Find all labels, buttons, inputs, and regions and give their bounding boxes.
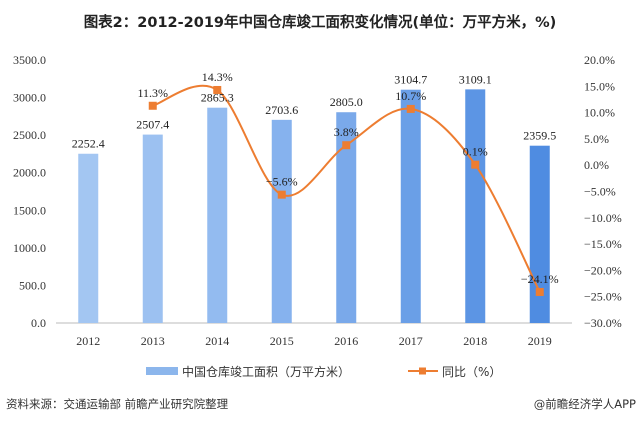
bar-2016 (336, 112, 357, 323)
bar-2014 (207, 107, 228, 323)
x-tick-label: 2013 (141, 334, 165, 348)
y-right-tick-label: 15.0% (584, 79, 615, 93)
yoy-marker-2015 (277, 190, 286, 199)
yoy-value-label: 0.1% (463, 145, 488, 159)
bar-value-label: 2703.6 (265, 103, 298, 117)
legend-bar-label: 中国仓库竣工面积（万平方米） (182, 364, 350, 379)
y-left-tick-label: 1500.0 (13, 203, 46, 217)
source-text: 资料来源：交通运输部 前瞻产业研究院整理 (6, 397, 229, 411)
yoy-marker-2018 (471, 160, 480, 169)
y-right-tick-label: 20.0% (584, 53, 615, 67)
x-tick-label: 2017 (399, 334, 423, 348)
bar-value-label: 2507.4 (136, 118, 169, 132)
bar-2013 (142, 134, 163, 323)
y-left-tick-label: 2000.0 (13, 166, 46, 180)
bar-2018 (465, 89, 486, 323)
y-right-tick-label: −25.0% (584, 290, 622, 304)
legend: 中国仓库竣工面积（万平方米） 同比（%） (146, 364, 501, 379)
yoy-value-label: 10.7% (395, 89, 426, 103)
x-tick-label: 2014 (205, 334, 229, 348)
y-left-tick-label: 3500.0 (13, 53, 46, 67)
y-left-tick-label: 500.0 (19, 278, 46, 292)
y-right-tick-label: −10.0% (584, 211, 622, 225)
y-right-tick-label: −20.0% (584, 263, 622, 277)
bar-value-label: 2805.0 (330, 95, 363, 109)
x-tick-label: 2015 (270, 334, 294, 348)
y-right-tick-label: 0.0% (584, 158, 609, 172)
yoy-value-label: 3.8% (334, 125, 359, 139)
bar-value-label: 3104.7 (394, 73, 427, 87)
y-left-tick-label: 2500.0 (13, 128, 46, 142)
bar-2017 (400, 89, 421, 323)
bar-value-label: 2359.5 (523, 129, 556, 143)
credit-text: @前瞻经济学人APP (534, 397, 636, 411)
bar-2015 (271, 119, 292, 323)
yoy-value-label: −5.6% (266, 175, 298, 189)
chart-title: 图表2：2012-2019年中国仓库竣工面积变化情况(单位：万平方米，%) (84, 13, 557, 31)
y-left-tick-label: 3000.0 (13, 91, 46, 105)
yoy-value-label: −24.1% (521, 272, 559, 286)
y-right-tick-label: 5.0% (584, 132, 609, 146)
yoy-marker-2019 (535, 287, 544, 296)
y-right-tick-label: −5.0% (584, 185, 616, 199)
bar-value-label: 2865.3 (201, 91, 234, 105)
yoy-marker-2013 (148, 101, 157, 110)
x-tick-label: 2018 (463, 334, 487, 348)
bar-value-label: 3109.1 (459, 72, 492, 86)
yoy-marker-2017 (406, 104, 415, 113)
y-right-tick-label: −30.0% (584, 316, 622, 330)
bar-2012 (78, 153, 99, 323)
legend-bar-swatch (146, 367, 178, 375)
x-tick-label: 2012 (76, 334, 100, 348)
yoy-marker-2014 (213, 85, 222, 94)
yoy-marker-2016 (342, 141, 351, 150)
y-left-tick-label: 0.0 (31, 316, 46, 330)
y-right-tick-label: −15.0% (584, 237, 622, 251)
bar-value-label: 2252.4 (72, 137, 105, 151)
yoy-value-label: 14.3% (202, 70, 233, 84)
x-tick-label: 2016 (334, 334, 358, 348)
legend-line-marker (419, 367, 426, 375)
yoy-value-label: 11.3% (137, 86, 168, 100)
x-tick-label: 2019 (528, 334, 552, 348)
y-right-tick-label: 10.0% (584, 106, 615, 120)
legend-line-label: 同比（%） (442, 365, 501, 379)
y-left-tick-label: 1000.0 (13, 241, 46, 255)
bar-2019 (529, 145, 550, 323)
